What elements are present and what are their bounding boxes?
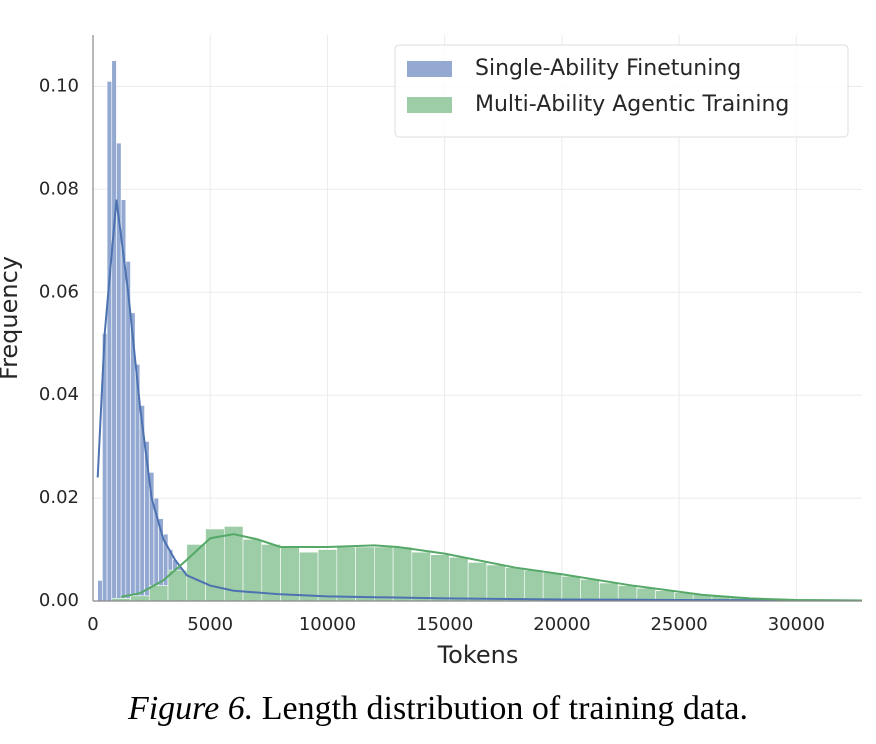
histogram-bar [106,81,113,602]
legend-label: Multi-Ability Agentic Training [475,92,789,117]
y-tick-label: 0.06 [39,281,79,302]
x-tick-label: 20000 [533,614,590,635]
histogram-bar [524,569,544,602]
histogram-bar [486,564,506,602]
legend: Single-Ability Finetuning Multi-Ability A… [394,44,849,138]
histogram-bar [336,546,356,602]
histogram-bar [392,546,413,602]
histogram-bar [580,579,600,602]
bars [97,60,863,602]
legend-swatch [407,97,452,113]
histogram-bar [280,546,300,602]
kde-line [96,199,863,602]
caption-label: Figure 6. [127,690,253,727]
y-axis-label: Frequency [0,256,23,380]
histogram-bar [374,546,394,602]
histogram-bar [299,551,319,602]
histogram-bar [111,60,117,602]
legend-label: Single-Ability Finetuning [475,56,741,81]
histogram-bar [411,551,431,602]
y-tick-label: 0.10 [39,75,79,96]
x-tick-label: 30000 [768,614,825,635]
histogram-bar [130,595,150,602]
x-tick-label: 25000 [650,614,707,635]
histogram-bar [599,582,619,602]
histogram-bar [561,576,581,602]
histogram-bar [186,544,206,602]
histogram-bar [505,567,525,602]
legend-swatch [407,61,452,77]
histogram-bar [449,556,469,602]
histogram-bar [617,585,638,602]
histogram-bar [430,554,450,602]
kde-line [120,533,863,602]
histogram-bar [317,549,338,602]
x-tick-label: 10000 [299,614,356,635]
histogram-bar [355,546,375,602]
y-tick-label: 0.04 [39,384,79,405]
lines [96,199,863,602]
x-tick-label: 5000 [187,614,233,635]
x-axis-label: Tokens [437,641,519,669]
caption: Figure 6. Length distribution of trainin… [127,690,748,727]
histogram-bar [148,585,169,602]
histogram-bar [467,562,488,602]
histogram-bar [97,580,103,602]
caption-text: Length distribution of training data. [262,690,748,727]
y-tick-label: 0.00 [39,590,79,611]
histogram-bar [542,572,563,602]
y-tick-label: 0.08 [39,178,79,199]
y-tick-label: 0.02 [39,487,79,508]
legend-box [394,44,849,138]
x-tick-label: 15000 [416,614,473,635]
x-tick-label: 0 [87,614,98,635]
